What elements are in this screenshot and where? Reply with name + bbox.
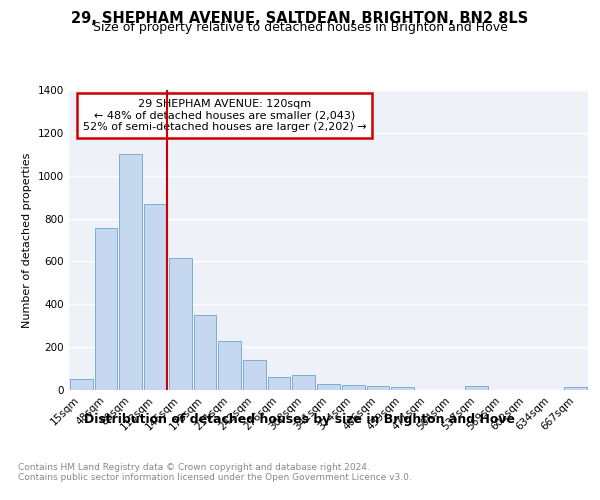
Text: Size of property relative to detached houses in Brighton and Hove: Size of property relative to detached ho… [92, 22, 508, 35]
Bar [169, 258, 191, 390]
Bar [564, 387, 587, 390]
Bar [391, 387, 414, 390]
Bar [194, 315, 216, 390]
Text: Contains HM Land Registry data © Crown copyright and database right 2024.
Contai: Contains HM Land Registry data © Crown c… [18, 462, 412, 482]
Bar [367, 386, 389, 390]
Text: 29, SHEPHAM AVENUE, SALTDEAN, BRIGHTON, BN2 8LS: 29, SHEPHAM AVENUE, SALTDEAN, BRIGHTON, … [71, 11, 529, 26]
Text: 29 SHEPHAM AVENUE: 120sqm
← 48% of detached houses are smaller (2,043)
52% of se: 29 SHEPHAM AVENUE: 120sqm ← 48% of detac… [83, 99, 367, 132]
Bar [218, 341, 241, 390]
Bar [144, 204, 167, 390]
Bar [317, 384, 340, 390]
Y-axis label: Number of detached properties: Number of detached properties [22, 152, 32, 328]
Bar [70, 380, 93, 390]
Text: Distribution of detached houses by size in Brighton and Hove: Distribution of detached houses by size … [85, 412, 515, 426]
Bar [95, 228, 118, 390]
Bar [466, 386, 488, 390]
Bar [119, 154, 142, 390]
Bar [292, 374, 315, 390]
Bar [243, 360, 266, 390]
Bar [268, 376, 290, 390]
Bar [342, 384, 365, 390]
